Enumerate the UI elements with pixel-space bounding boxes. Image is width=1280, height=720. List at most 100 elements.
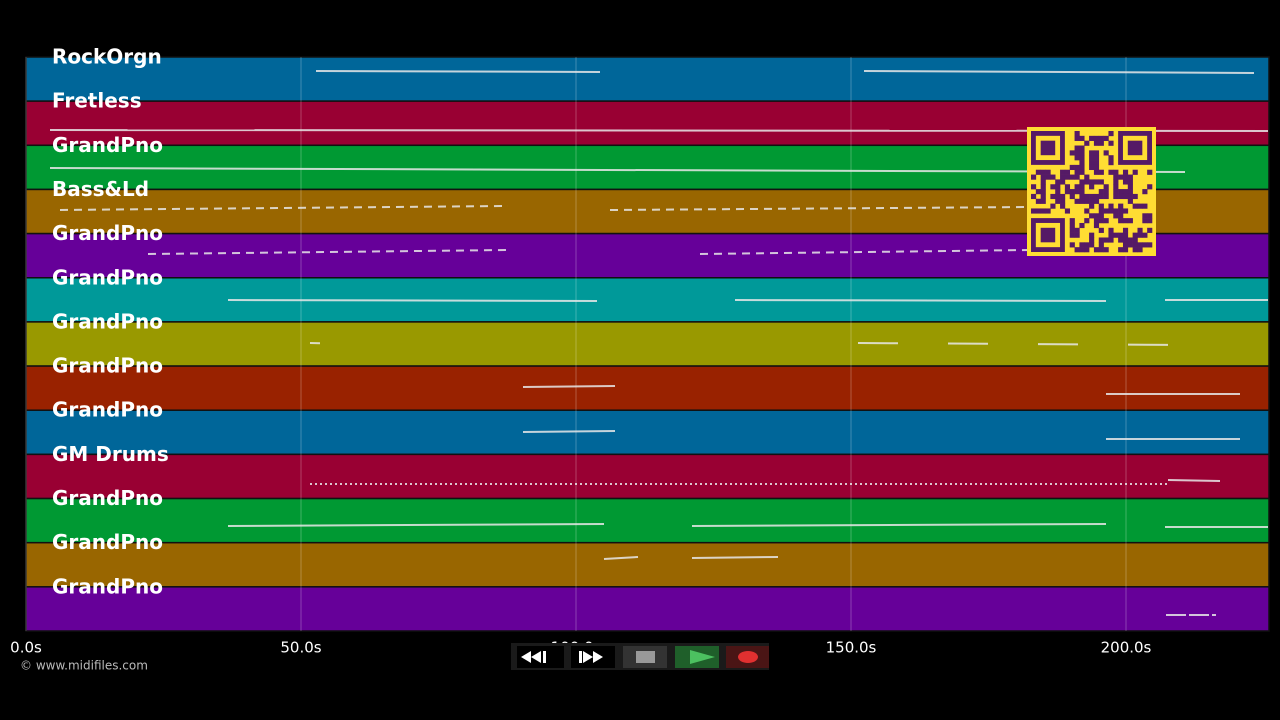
qr-module xyxy=(1103,150,1109,156)
qr-module xyxy=(1137,232,1143,238)
qr-module xyxy=(1098,208,1104,214)
qr-module xyxy=(1074,227,1080,233)
qr-module xyxy=(1103,135,1109,141)
qr-module xyxy=(1147,218,1153,224)
qr-module xyxy=(1122,242,1129,248)
qr-module xyxy=(1122,227,1129,233)
qr-module xyxy=(1089,237,1095,243)
qr-module xyxy=(1089,232,1095,238)
qr-module xyxy=(1089,179,1095,185)
qr-module xyxy=(1127,218,1133,224)
qr-module xyxy=(1108,131,1114,137)
track-lane xyxy=(25,365,1270,411)
qr-module xyxy=(1074,131,1080,137)
qr-module xyxy=(1108,232,1114,238)
qr-module xyxy=(1074,198,1080,204)
qr-module xyxy=(1093,155,1100,161)
qr-module xyxy=(1040,198,1046,204)
qr-module xyxy=(1064,169,1071,175)
qr-module xyxy=(1118,208,1124,214)
qr-module xyxy=(1069,189,1075,195)
qr-module xyxy=(1045,208,1051,214)
qr-module xyxy=(1089,155,1095,161)
qr-module xyxy=(1069,232,1075,238)
track-lane xyxy=(25,586,1270,632)
qr-module xyxy=(1084,179,1090,185)
tick-label: 150.0s xyxy=(826,639,877,657)
qr-module xyxy=(1098,247,1104,253)
qr-module xyxy=(1074,184,1080,190)
qr-module xyxy=(1089,184,1095,190)
qr-module xyxy=(1093,198,1100,204)
qr-module xyxy=(1103,218,1109,224)
qr-module xyxy=(1074,164,1080,171)
qr-module xyxy=(1055,179,1061,185)
qr-module xyxy=(1093,140,1100,146)
note-line xyxy=(49,167,1186,173)
qr-module xyxy=(1079,247,1085,253)
rewind-icon xyxy=(521,651,546,663)
qr-module xyxy=(1089,164,1095,171)
track-name: GrandPno xyxy=(52,530,163,554)
stop-button[interactable] xyxy=(623,646,667,668)
qr-module xyxy=(1079,222,1085,229)
qr-module xyxy=(1069,193,1075,200)
note-line xyxy=(59,205,509,211)
qr-module xyxy=(1122,247,1129,253)
qr-module xyxy=(1132,237,1138,243)
qr-module xyxy=(1079,150,1085,156)
qr-module xyxy=(1055,189,1061,195)
qr-module xyxy=(1118,218,1124,224)
qr-module xyxy=(1079,179,1085,185)
qr-module xyxy=(1050,203,1056,209)
qr-module xyxy=(1069,222,1075,229)
qr-module xyxy=(1064,184,1071,190)
notes xyxy=(49,70,1269,616)
qr-module xyxy=(1147,227,1153,233)
note-line xyxy=(734,299,1107,302)
rewind-button[interactable] xyxy=(517,646,564,668)
qr-module xyxy=(1098,189,1104,195)
qr-module xyxy=(1060,198,1066,204)
qr-module xyxy=(1074,145,1080,151)
track-name: GrandPno xyxy=(52,309,163,333)
qr-module xyxy=(1137,203,1143,209)
qr-module xyxy=(1122,232,1129,238)
qr-module xyxy=(1079,169,1085,175)
qr-module xyxy=(1113,184,1119,190)
qr-module xyxy=(1113,208,1119,214)
qr-module xyxy=(1108,160,1114,166)
qr-module xyxy=(1127,179,1133,185)
forward-button[interactable] xyxy=(571,646,615,668)
qr-module xyxy=(1064,174,1071,180)
qr-module xyxy=(1060,169,1066,175)
qr-module xyxy=(1108,203,1114,209)
note-line xyxy=(691,556,779,559)
qr-module xyxy=(1084,242,1090,248)
tick-label: 50.0s xyxy=(280,639,321,657)
qr-module xyxy=(1079,184,1085,190)
track-lane xyxy=(25,277,1270,323)
qr-module xyxy=(1074,247,1080,253)
record-button[interactable] xyxy=(726,646,769,668)
qr-module xyxy=(1122,189,1129,195)
qr-module xyxy=(1098,213,1104,219)
qr-module xyxy=(1089,135,1095,141)
qr-module xyxy=(1108,169,1114,175)
qr-module xyxy=(1074,174,1080,180)
qr-module xyxy=(1098,140,1104,146)
qr-module xyxy=(1122,208,1129,214)
qr-module xyxy=(1093,179,1100,185)
track-name: GrandPno xyxy=(52,574,163,598)
track-lane xyxy=(25,56,1270,102)
qr-module xyxy=(1069,227,1075,233)
qr-module xyxy=(1142,213,1148,219)
qr-code xyxy=(1027,127,1156,256)
play-button[interactable] xyxy=(675,646,719,668)
qr-module xyxy=(1098,237,1104,243)
qr-module xyxy=(1045,174,1051,180)
qr-module xyxy=(1069,218,1075,224)
qr-module xyxy=(1040,193,1046,200)
qr-module xyxy=(1122,218,1129,224)
